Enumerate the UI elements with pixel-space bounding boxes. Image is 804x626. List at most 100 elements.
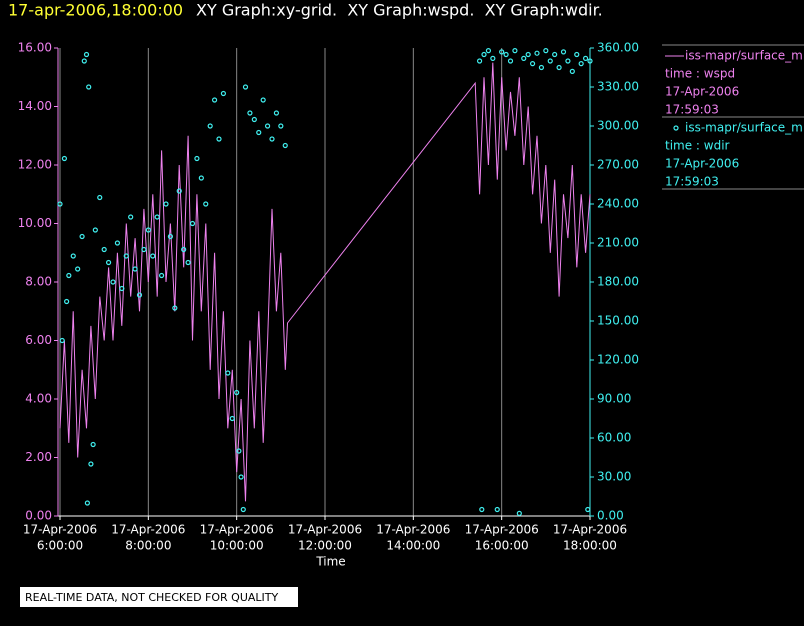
legend-line: time : wdir <box>665 139 730 153</box>
wdir-point <box>64 298 70 305</box>
wdir-point <box>88 461 94 467</box>
legend-line: 17:59:03 <box>665 175 719 189</box>
wdir-point <box>490 55 496 62</box>
legend-name: iss-mapr/surface_m <box>685 49 803 63</box>
legend-line: 17-Apr-2006 <box>665 85 739 99</box>
wdir-point <box>247 110 253 116</box>
legend-line: 17:59:03 <box>665 103 719 117</box>
wdir-point <box>119 285 125 292</box>
legend-name: iss-mapr/surface_m <box>685 121 803 135</box>
wdir-point <box>269 136 275 142</box>
x-tick-label: 17-Apr-2006 <box>465 523 539 537</box>
y-tick-label: 8.00 <box>25 275 52 289</box>
wdir-point <box>194 155 200 162</box>
x-tick-label: 17-Apr-2006 <box>23 523 97 537</box>
wdir-point <box>150 253 156 259</box>
x-tick-label: 6:00:00 <box>37 539 83 553</box>
wdir-point <box>521 55 527 62</box>
y2-tick-label: 120.00 <box>597 353 639 367</box>
wdir-point <box>172 305 178 311</box>
x-tick-label: 17-Apr-2006 <box>111 523 185 537</box>
wdir-point <box>154 214 160 220</box>
wdir-point <box>203 201 209 207</box>
wdir-point <box>236 448 242 454</box>
wdir-point <box>499 49 505 55</box>
wdir-point <box>260 97 266 103</box>
wdir-point <box>585 506 591 513</box>
y-tick-label: 12.00 <box>18 158 52 172</box>
wdir-point <box>507 58 514 64</box>
wdir-point <box>97 194 103 201</box>
wdir-point <box>538 64 545 71</box>
wdir-point <box>207 123 213 129</box>
wdir-point <box>587 58 593 64</box>
x-tick-label: 10:00:00 <box>210 539 264 553</box>
wdir-point <box>79 233 85 240</box>
wdir-point <box>136 292 143 298</box>
wdir-point <box>90 441 96 448</box>
x-tick-label: 12:00:00 <box>298 539 352 553</box>
wdir-point <box>229 415 235 422</box>
x-tick-label: 18:00:00 <box>563 539 617 553</box>
wdir-point <box>569 68 575 75</box>
y-tick-label: 2.00 <box>25 450 52 464</box>
y2-tick-label: 30.00 <box>597 470 631 484</box>
wdir-point <box>101 246 107 253</box>
wdir-point <box>216 136 222 142</box>
y-tick-label: 14.00 <box>18 99 52 113</box>
x-tick-label: 14:00:00 <box>386 539 440 553</box>
wdir-point <box>479 506 485 513</box>
wdir-point <box>503 51 509 58</box>
x-tick-label: 17-Apr-2006 <box>200 523 274 537</box>
wdir-point <box>251 116 257 123</box>
wdir-point <box>167 233 174 240</box>
y-tick-label: 16.00 <box>18 41 52 55</box>
wdir-point <box>574 51 580 58</box>
wdir-point <box>59 337 65 344</box>
y2-tick-label: 270.00 <box>597 158 639 172</box>
wdir-point <box>176 188 182 194</box>
wdir-point <box>240 506 246 513</box>
wdir-point <box>560 49 567 55</box>
wdir-point <box>105 259 112 266</box>
y2-tick-label: 300.00 <box>597 119 639 133</box>
wdir-point <box>81 58 87 64</box>
wdir-point <box>57 201 63 207</box>
x-axis-label: Time <box>315 555 345 569</box>
wdir-point <box>114 240 121 246</box>
wdir-point <box>256 129 262 136</box>
wdir-point <box>578 60 584 67</box>
y-tick-label: 6.00 <box>25 333 52 347</box>
y2-tick-label: 90.00 <box>597 392 631 406</box>
wdir-point <box>485 47 492 54</box>
wdir-point <box>534 50 540 56</box>
x-tick-label: 17-Apr-2006 <box>288 523 362 537</box>
wdir-point <box>282 142 288 149</box>
wdir-point <box>556 64 562 71</box>
wdir-point <box>242 84 249 90</box>
wdir-point <box>220 90 227 97</box>
wdir-point <box>132 266 138 272</box>
wdir-point <box>234 389 240 396</box>
y-tick-label: 4.00 <box>25 392 52 406</box>
legend-line: 17-Apr-2006 <box>665 157 739 171</box>
wspd-line <box>59 62 591 502</box>
chart-title: 17-apr-2006,18:00:00 <box>8 1 183 20</box>
wdir-point <box>238 474 244 480</box>
chart-subtitle: XY Graph:xy-grid. XY Graph:wspd. XY Grap… <box>196 1 603 20</box>
wdir-point <box>543 47 549 54</box>
y2-tick-label: 360.00 <box>597 41 639 55</box>
wdir-point <box>145 227 151 233</box>
y2-tick-label: 240.00 <box>597 197 639 211</box>
wdir-point <box>84 500 90 506</box>
wdir-point <box>211 97 218 103</box>
wdir-point <box>141 246 147 253</box>
wdir-point <box>565 58 571 64</box>
x-tick-label: 8:00:00 <box>125 539 171 553</box>
legend-line: time : wspd <box>665 67 735 81</box>
wdir-point <box>225 370 231 376</box>
wdir-point <box>273 110 280 116</box>
